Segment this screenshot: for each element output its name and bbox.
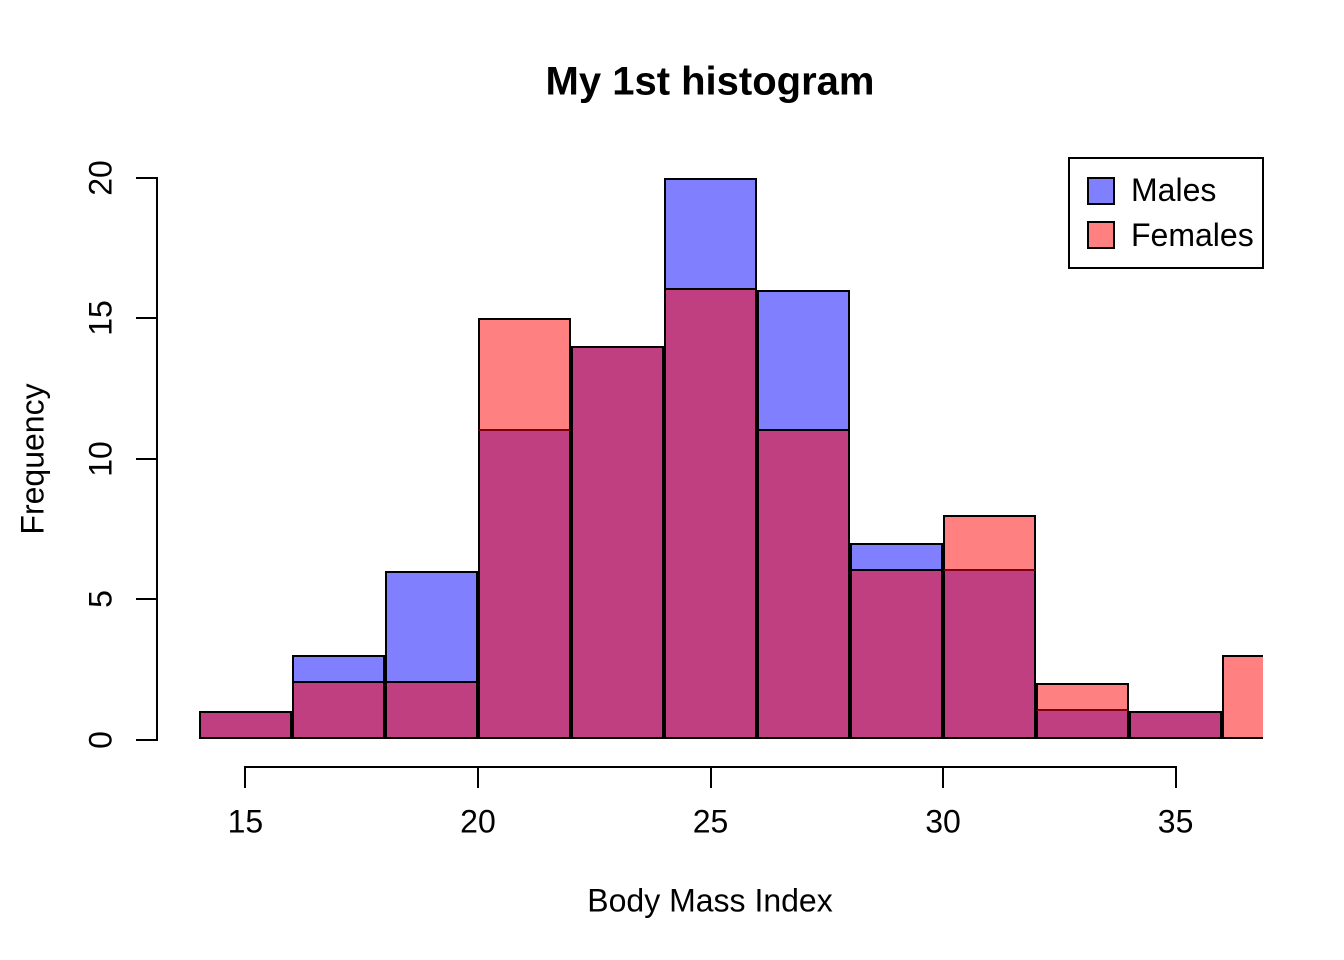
legend-item: Females	[1087, 216, 1262, 253]
y-tick	[136, 457, 157, 460]
male-bar-segment	[384, 571, 478, 684]
overlap-bar-segment	[570, 346, 664, 740]
male-bar-segment	[850, 542, 944, 572]
y-tick	[136, 176, 157, 179]
x-tick	[709, 766, 712, 788]
y-tick	[136, 738, 157, 741]
x-tick-label: 20	[460, 803, 496, 840]
female-bar-segment	[1036, 683, 1130, 712]
male-bar-segment	[663, 177, 757, 291]
y-tick-label: 15	[82, 300, 119, 337]
x-axis-title: Body Mass Index	[587, 882, 833, 919]
x-tick	[942, 766, 945, 788]
y-axis-line	[156, 177, 158, 741]
y-tick-label: 5	[82, 590, 119, 608]
female-bar-segment	[943, 514, 1037, 572]
male-bar-segment	[757, 290, 850, 431]
overlap-bar-segment	[1129, 711, 1223, 740]
overlap-bar-segment	[198, 711, 292, 740]
legend-color-swatch-males	[1087, 176, 1115, 205]
x-tick	[244, 766, 247, 788]
y-tick-label: 10	[82, 440, 119, 477]
x-tick-label: 35	[1157, 803, 1194, 840]
overlap-bar-segment	[384, 683, 478, 740]
overlap-bar-segment	[291, 683, 385, 740]
y-tick	[136, 317, 157, 320]
overlap-bar-segment	[943, 571, 1037, 740]
x-tick-label: 25	[692, 803, 729, 840]
legend-item: Males	[1087, 173, 1262, 208]
legend-item-label: Females	[1131, 216, 1254, 253]
y-tick	[136, 598, 157, 601]
female-bar-segment	[1222, 655, 1263, 740]
overlap-bar-segment	[1036, 711, 1130, 740]
chart-title: My 1st histogram	[545, 59, 875, 104]
legend-color-swatch-females	[1087, 221, 1115, 250]
overlap-bar-segment	[757, 430, 850, 740]
x-tick	[476, 766, 479, 788]
overlap-bar-segment	[663, 290, 757, 740]
overlap-bar-segment	[850, 571, 944, 740]
legend: Males Females	[1068, 157, 1264, 269]
y-tick-label: 20	[82, 160, 119, 196]
female-bar-segment	[477, 318, 571, 431]
overlap-bar-segment	[477, 430, 571, 740]
x-tick	[1174, 766, 1177, 788]
legend-item-label: Males	[1131, 172, 1217, 209]
y-axis-title: Frequency	[14, 383, 51, 535]
male-bar-segment	[291, 655, 385, 684]
y-tick-label: 0	[82, 730, 119, 749]
x-tick-label: 30	[925, 803, 961, 840]
x-tick-label: 15	[227, 803, 264, 840]
